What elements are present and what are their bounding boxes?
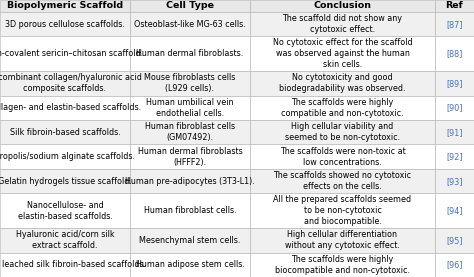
- Text: Human umbilical vein
endothelial cells.: Human umbilical vein endothelial cells.: [146, 98, 234, 118]
- Bar: [435, 0, 474, 12]
- Text: Human fibroblast cells
(GM07492).: Human fibroblast cells (GM07492).: [145, 122, 235, 142]
- Bar: [130, 71, 250, 96]
- Text: [90]: [90]: [446, 103, 463, 112]
- Bar: [435, 144, 474, 169]
- Text: Cell Type: Cell Type: [166, 1, 214, 11]
- Text: [96]: [96]: [446, 260, 463, 269]
- Text: The scaffolds showed no cytotoxic
effects on the cells.: The scaffolds showed no cytotoxic effect…: [273, 171, 411, 191]
- Bar: [435, 253, 474, 277]
- Bar: [130, 228, 250, 253]
- Bar: [435, 96, 474, 120]
- Text: Biopolymeric Scaffold: Biopolymeric Scaffold: [7, 1, 123, 11]
- Text: [94]: [94]: [446, 206, 463, 215]
- Text: Recombinant collagen/hyaluronic acid
composite scaffolds.: Recombinant collagen/hyaluronic acid com…: [0, 73, 142, 93]
- Bar: [130, 36, 250, 71]
- Text: Silk fibroin-based scaffolds.: Silk fibroin-based scaffolds.: [9, 128, 120, 137]
- Text: Human dermal fibroblasts
(HFFF2).: Human dermal fibroblasts (HFFF2).: [137, 147, 242, 166]
- Bar: [0, 228, 130, 253]
- Text: Mesenchymal stem cells.: Mesenchymal stem cells.: [139, 236, 241, 245]
- Text: 3D porous cellulose scaffolds.: 3D porous cellulose scaffolds.: [5, 20, 125, 29]
- Bar: [435, 71, 474, 96]
- Bar: [130, 0, 250, 12]
- Text: No cytotoxic effect for the scaffold
was observed against the human
skin cells.: No cytotoxic effect for the scaffold was…: [273, 39, 412, 69]
- Bar: [250, 120, 435, 144]
- Bar: [435, 169, 474, 193]
- Bar: [250, 193, 435, 228]
- Bar: [250, 144, 435, 169]
- Text: [89]: [89]: [446, 79, 463, 88]
- Bar: [130, 144, 250, 169]
- Text: Hyaluronic acid/corn silk
extract scaffold.: Hyaluronic acid/corn silk extract scaffo…: [16, 230, 114, 250]
- Text: Nanocellulose- and
elastin-based scaffolds.: Nanocellulose- and elastin-based scaffol…: [18, 201, 112, 220]
- Bar: [0, 120, 130, 144]
- Text: All the prepared scaffolds seemed
to be non-cytotoxic
and biocompatible.: All the prepared scaffolds seemed to be …: [273, 196, 411, 226]
- Bar: [0, 169, 130, 193]
- Bar: [250, 36, 435, 71]
- Text: The scaffolds were highly
biocompatible and non-cytotoxic.: The scaffolds were highly biocompatible …: [275, 255, 410, 275]
- Bar: [435, 120, 474, 144]
- Bar: [130, 120, 250, 144]
- Text: No cytotoxicity and good
biodegradability was observed.: No cytotoxicity and good biodegradabilit…: [279, 73, 406, 93]
- Text: The scaffolds were non-toxic at
low concentrations.: The scaffolds were non-toxic at low conc…: [280, 147, 405, 166]
- Bar: [0, 0, 130, 12]
- Text: [87]: [87]: [446, 20, 463, 29]
- Text: Conclusion: Conclusion: [313, 1, 372, 11]
- Text: Propolis/sodium alginate scaffolds.: Propolis/sodium alginate scaffolds.: [0, 152, 135, 161]
- Text: Salt leached silk fibroin-based scaffolds.: Salt leached silk fibroin-based scaffold…: [0, 260, 146, 269]
- Text: The scaffolds were highly
compatible and non-cytotoxic.: The scaffolds were highly compatible and…: [281, 98, 404, 118]
- Bar: [435, 193, 474, 228]
- Text: Gelatin hydrogels tissue scaffold.: Gelatin hydrogels tissue scaffold.: [0, 177, 132, 186]
- Text: Ref: Ref: [446, 1, 464, 11]
- Text: Osteoblast-like MG-63 cells.: Osteoblast-like MG-63 cells.: [134, 20, 246, 29]
- Bar: [130, 169, 250, 193]
- Text: Human adipose stem cells.: Human adipose stem cells.: [136, 260, 245, 269]
- Text: Non-covalent sericin–chitosan scaffold.: Non-covalent sericin–chitosan scaffold.: [0, 49, 144, 58]
- Text: High cellular differentiation
without any cytotoxic effect.: High cellular differentiation without an…: [285, 230, 400, 250]
- Text: Collagen- and elastin-based scaffolds.: Collagen- and elastin-based scaffolds.: [0, 103, 142, 112]
- Text: High cellular viability and
seemed to be non-cytotoxic.: High cellular viability and seemed to be…: [285, 122, 400, 142]
- Text: Mouse fibroblasts cells
(L929 cells).: Mouse fibroblasts cells (L929 cells).: [144, 73, 236, 93]
- Bar: [435, 12, 474, 36]
- Bar: [0, 144, 130, 169]
- Bar: [130, 253, 250, 277]
- Bar: [0, 96, 130, 120]
- Text: [95]: [95]: [446, 236, 463, 245]
- Text: [91]: [91]: [446, 128, 463, 137]
- Text: Human dermal fibroblasts.: Human dermal fibroblasts.: [137, 49, 244, 58]
- Bar: [250, 0, 435, 12]
- Bar: [0, 12, 130, 36]
- Bar: [130, 12, 250, 36]
- Bar: [0, 253, 130, 277]
- Text: The scaffold did not show any
cytotoxic effect.: The scaffold did not show any cytotoxic …: [283, 14, 402, 34]
- Bar: [435, 228, 474, 253]
- Text: [92]: [92]: [446, 152, 463, 161]
- Bar: [250, 12, 435, 36]
- Text: [88]: [88]: [447, 49, 463, 58]
- Bar: [250, 253, 435, 277]
- Bar: [250, 169, 435, 193]
- Bar: [0, 71, 130, 96]
- Bar: [130, 193, 250, 228]
- Text: Human fibroblast cells.: Human fibroblast cells.: [144, 206, 237, 215]
- Bar: [250, 96, 435, 120]
- Bar: [0, 36, 130, 71]
- Bar: [0, 193, 130, 228]
- Bar: [250, 71, 435, 96]
- Text: [93]: [93]: [446, 177, 463, 186]
- Text: Human pre-adipocytes (3T3-L1).: Human pre-adipocytes (3T3-L1).: [125, 177, 255, 186]
- Bar: [435, 36, 474, 71]
- Bar: [250, 228, 435, 253]
- Bar: [130, 96, 250, 120]
